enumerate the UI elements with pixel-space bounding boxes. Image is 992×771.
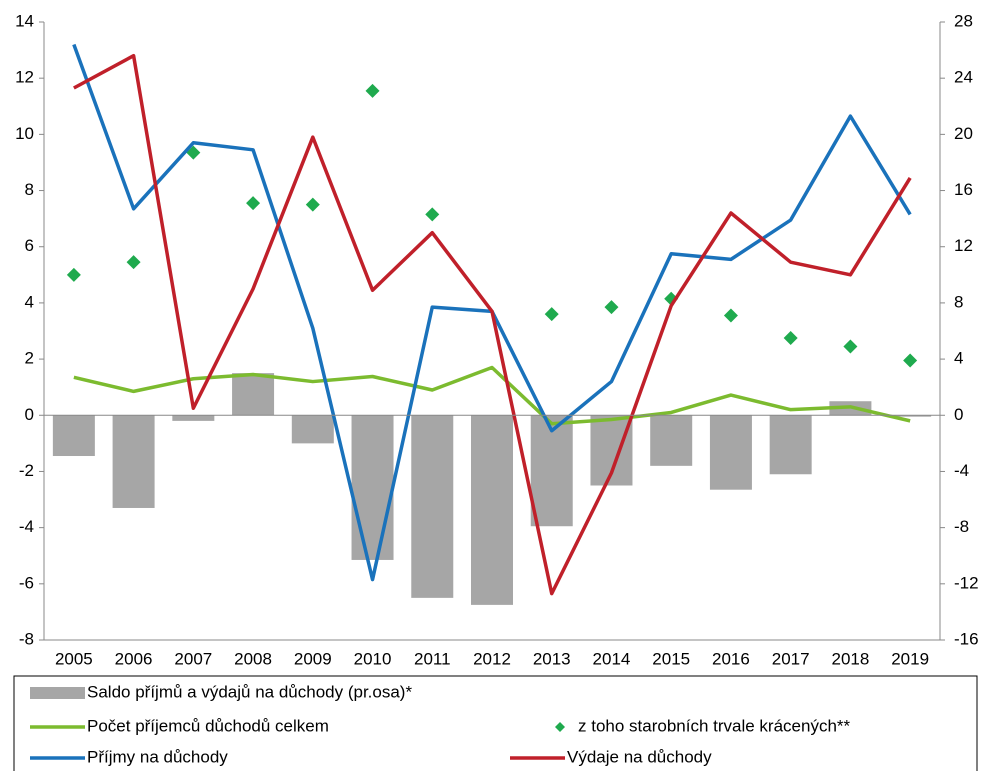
y2-tick-label: 8: [954, 292, 963, 311]
x-tick-label: 2015: [652, 649, 690, 668]
bar: [769, 415, 812, 475]
x-tick-label: 2007: [174, 649, 212, 668]
diamond-marker: [365, 83, 380, 98]
bar: [112, 415, 155, 508]
legend-label: Příjmy na důchody: [87, 747, 228, 766]
y-tick-label: -4: [19, 517, 34, 536]
x-tick-label: 2010: [354, 649, 392, 668]
y-tick-label: 12: [15, 68, 34, 87]
bar: [889, 415, 932, 417]
bar: [52, 415, 95, 457]
x-tick-label: 2011: [414, 649, 451, 668]
y-tick-label: 0: [25, 405, 34, 424]
x-tick-label: 2016: [712, 649, 750, 668]
y2-tick-label: -16: [954, 629, 979, 648]
y-tick-label: 14: [15, 11, 34, 30]
x-tick-label: 2014: [593, 649, 631, 668]
y-tick-label: 6: [25, 236, 34, 255]
y2-tick-label: -12: [954, 573, 979, 592]
y2-tick-label: 28: [954, 11, 973, 30]
legend-label: z toho starobních trvale krácených**: [578, 716, 851, 735]
diamond-marker: [604, 300, 619, 315]
y-tick-label: -2: [19, 461, 34, 480]
bar: [172, 415, 215, 421]
y2-tick-label: 20: [954, 124, 973, 143]
diamond-marker: [903, 353, 918, 368]
diamond-marker: [723, 308, 738, 323]
diamond-marker: [246, 196, 261, 211]
y-tick-label: 2: [25, 349, 34, 368]
legend-box: [13, 675, 978, 771]
y2-tick-label: 16: [954, 180, 973, 199]
legend-swatch: [30, 687, 85, 699]
y2-tick-label: -4: [954, 461, 969, 480]
y-tick-label: 8: [25, 180, 34, 199]
bar: [351, 415, 394, 560]
bar: [650, 415, 693, 466]
x-tick-label: 2019: [891, 649, 929, 668]
x-tick-label: 2017: [772, 649, 810, 668]
bar: [291, 415, 334, 444]
y2-tick-label: -8: [954, 517, 969, 536]
legend-swatch: [555, 722, 565, 732]
legend-label: Počet příjemců důchodů celkem: [87, 716, 329, 735]
bar: [471, 415, 513, 605]
y2-tick-label: 4: [954, 349, 963, 368]
y2-tick-label: 12: [954, 236, 973, 255]
x-tick-label: 2018: [831, 649, 869, 668]
legend-label: Výdaje na důchody: [567, 747, 712, 766]
x-tick-label: 2005: [55, 649, 93, 668]
diamond-marker: [305, 197, 320, 212]
diamond-marker: [783, 331, 798, 346]
diamond-marker: [66, 267, 81, 282]
x-tick-label: 2013: [533, 649, 571, 668]
diamond-marker: [843, 339, 858, 354]
y-tick-label: -6: [19, 573, 34, 592]
y-tick-label: 10: [15, 124, 34, 143]
line: [73, 53, 912, 596]
bar: [709, 415, 752, 490]
diamond-marker: [126, 255, 141, 270]
x-tick-label: 2012: [473, 649, 511, 668]
diamond-marker: [544, 307, 559, 322]
y-tick-label: -8: [19, 629, 34, 648]
line: [73, 365, 911, 426]
diamond-marker: [425, 207, 440, 222]
legend-label: Saldo příjmů a výdajů na důchody (pr.osa…: [87, 682, 412, 701]
y2-tick-label: 0: [954, 405, 963, 424]
bar: [530, 415, 573, 527]
y2-tick-label: 24: [954, 68, 973, 87]
x-tick-label: 2008: [234, 649, 272, 668]
bar: [232, 373, 275, 416]
x-tick-label: 2009: [294, 649, 332, 668]
x-tick-label: 2006: [115, 649, 153, 668]
y-tick-label: 4: [25, 292, 34, 311]
bar: [411, 415, 454, 598]
